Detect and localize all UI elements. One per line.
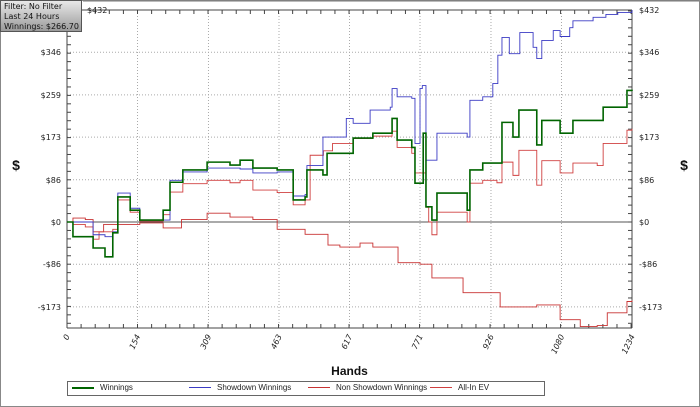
y-tick-label-left: $346 xyxy=(41,48,61,57)
legend-swatch xyxy=(308,387,330,388)
y-tick-label-right: -$173 xyxy=(639,303,662,312)
legend-item-non-showdown: Non Showdown Winnings xyxy=(308,383,427,392)
y-tick-label-left: $173 xyxy=(41,133,61,142)
series-line-winnings xyxy=(67,89,633,258)
x-tick-label: 1234 xyxy=(620,333,637,355)
x-tick-label: 926 xyxy=(481,333,496,351)
filter-label: Filter: No Filter xyxy=(4,2,63,11)
x-axis-title: Hands xyxy=(331,364,368,378)
legend-label: All-In EV xyxy=(458,383,490,392)
y-tick-label-right: $346 xyxy=(639,48,659,57)
x-tick-label: 309 xyxy=(199,333,214,351)
period-label: Last 24 Hours xyxy=(4,12,60,21)
legend-swatch xyxy=(430,387,452,388)
y-tick-label-right: $86 xyxy=(639,176,654,185)
legend-label: Winnings xyxy=(100,383,133,392)
x-tick-label: 0 xyxy=(62,333,72,341)
x-tick-label: 154 xyxy=(128,333,143,351)
y-tick-label-right: -$86 xyxy=(639,260,657,269)
x-tick-label: 463 xyxy=(269,333,284,351)
y-tick-label-left: $432 xyxy=(87,6,107,15)
y-tick-label-left: $259 xyxy=(41,91,61,100)
x-tick-label: 1080 xyxy=(550,333,567,355)
y-tick-label-right: $259 xyxy=(639,91,659,100)
winnings-label: Winnings: $266.70 xyxy=(4,22,79,31)
series-line-non-showdown-winnings xyxy=(67,212,633,327)
legend-swatch xyxy=(189,387,211,388)
y-tick-label-left: -$86 xyxy=(43,260,61,269)
legend-item-allin-ev: All-In EV xyxy=(430,383,489,392)
y-tick-label-right: $173 xyxy=(639,133,659,142)
y-tick-label-left: $0 xyxy=(51,218,61,227)
y-tick-label-left: $86 xyxy=(46,176,61,185)
x-tick-label: 771 xyxy=(410,333,425,351)
legend-swatch xyxy=(72,386,94,389)
legend: Winnings Showdown Winnings Non Showdown … xyxy=(67,381,545,396)
y-tick-label-left: -$173 xyxy=(38,303,61,312)
legend-label: Non Showdown Winnings xyxy=(336,383,428,392)
legend-item-winnings: Winnings xyxy=(72,383,133,392)
legend-label: Showdown Winnings xyxy=(217,383,292,392)
info-box: Filter: No Filter Last 24 Hours Winnings… xyxy=(0,0,82,32)
x-tick-label: 617 xyxy=(340,332,355,350)
y-axis-title-right: $ xyxy=(680,157,688,173)
legend-item-showdown: Showdown Winnings xyxy=(189,383,291,392)
y-tick-label-right: $0 xyxy=(639,218,649,227)
y-tick-label-right: $432 xyxy=(639,6,659,15)
y-axis-title-left: $ xyxy=(12,157,20,173)
